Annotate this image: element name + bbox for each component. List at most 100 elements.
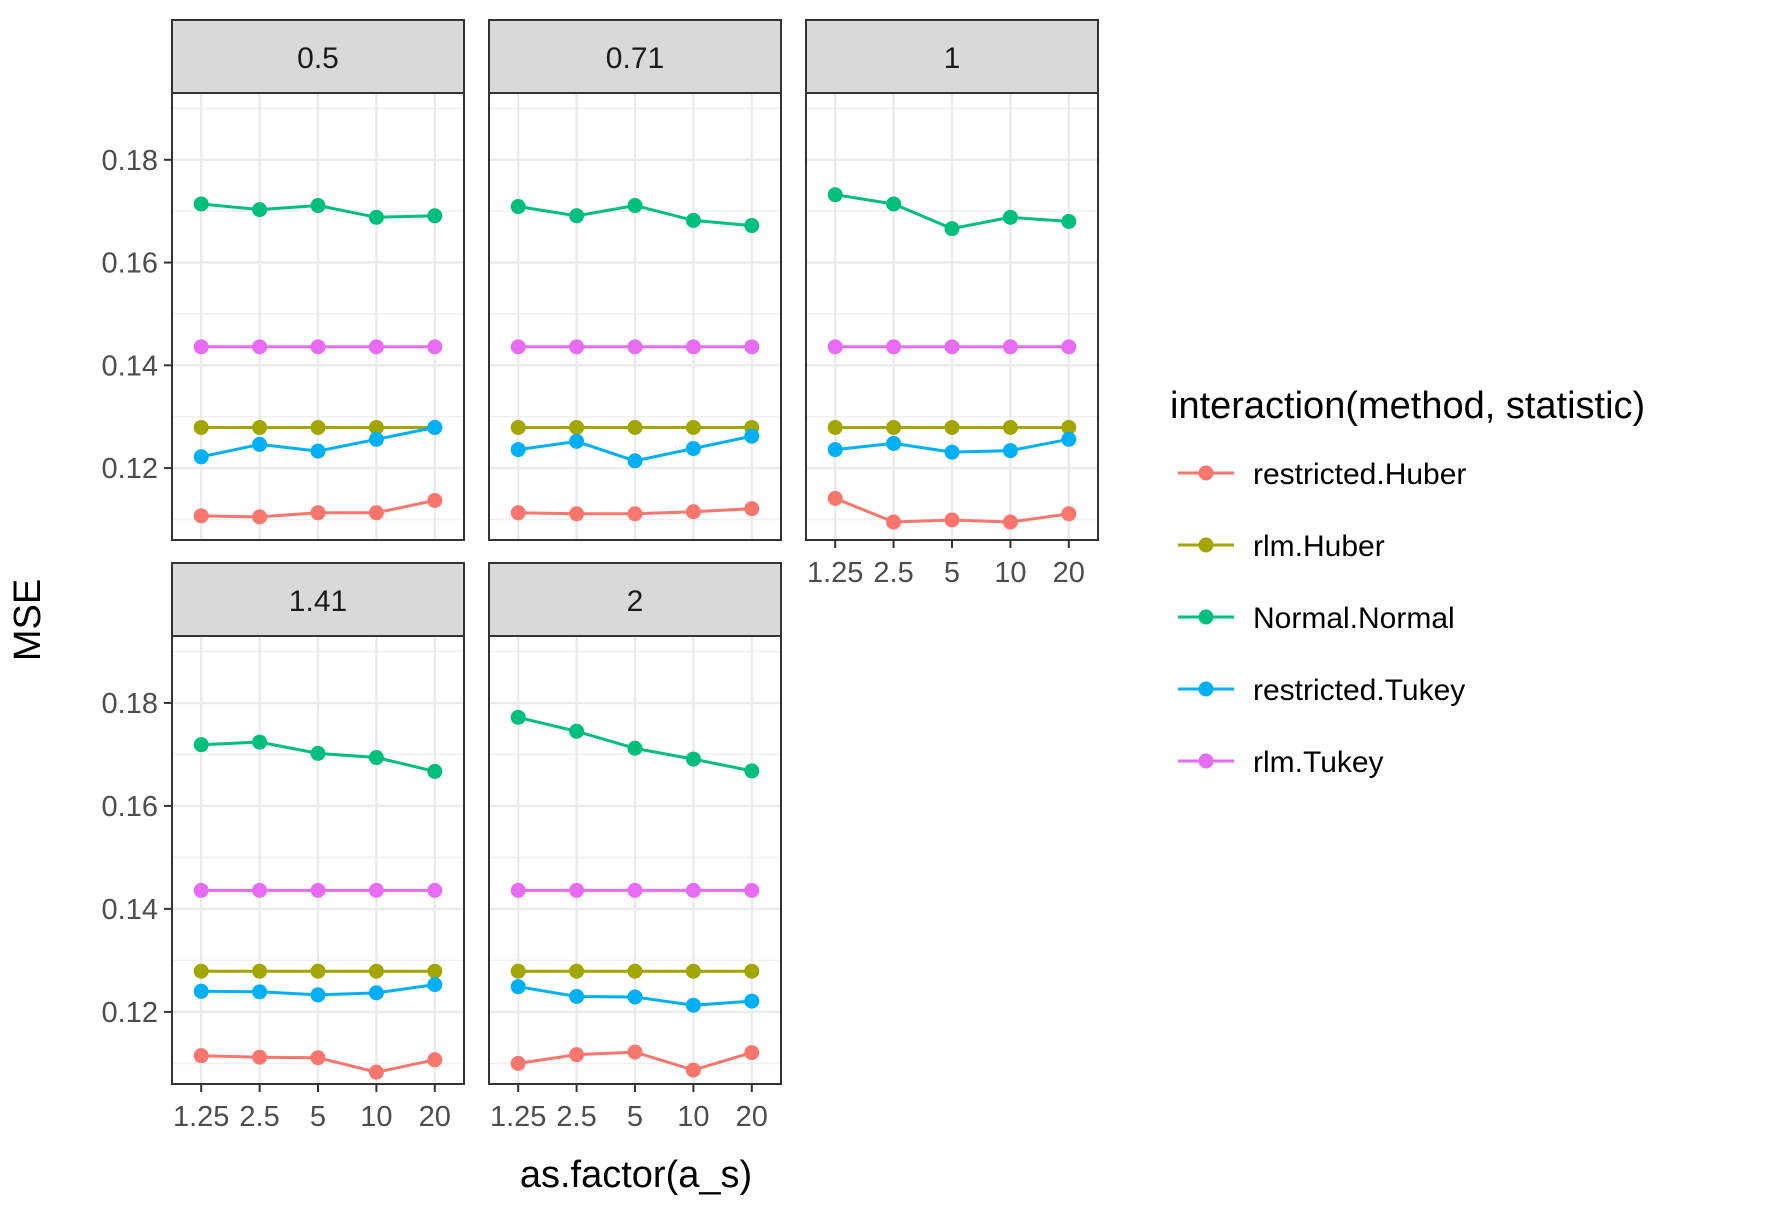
data-point-rlm.Tukey [627,339,643,355]
data-point-rlm.Tukey [310,339,326,355]
data-point-rlm.Tukey [685,882,701,898]
data-point-restricted.Huber [627,1044,643,1060]
data-point-restricted.Tukey [193,449,209,465]
x-tick-label: 20 [736,1101,768,1133]
x-tick-label: 1.25 [173,1101,229,1133]
data-point-Normal.Normal [193,737,209,753]
data-point-restricted.Tukey [685,997,701,1013]
legend-entry-label: rlm.Huber [1253,530,1385,563]
data-point-restricted.Huber [944,512,960,528]
data-point-restricted.Huber [427,1052,443,1068]
data-point-restricted.Huber [510,505,526,521]
data-point-rlm.Huber [310,419,326,435]
legend-entry-label: restricted.Huber [1253,458,1466,491]
data-point-Normal.Normal [569,208,585,224]
data-point-restricted.Tukey [744,428,760,444]
data-point-restricted.Huber [368,505,384,521]
facet-strip [171,19,465,94]
data-point-Normal.Normal [1061,213,1077,229]
data-point-restricted.Tukey [685,441,701,457]
y-tick-label: 0.18 [102,688,158,720]
data-point-restricted.Huber [252,1049,268,1065]
legend-entry-restricted.Tukey: restricted.Tukey [1178,674,1465,707]
panels: 0.50.120.140.160.180.71 11.25 2.5 5 10 201.41… [102,19,1099,1133]
data-point-rlm.Huber [886,419,902,435]
data-point-rlm.Huber [510,419,526,435]
data-point-restricted.Huber [193,1048,209,1064]
x-tick-label: 1.25 [490,1101,546,1133]
data-point-restricted.Huber [510,1055,526,1071]
x-tick-label: 2.5 [239,1101,279,1133]
data-point-rlm.Tukey [510,882,526,898]
data-point-rlm.Huber [744,963,760,979]
data-point-rlm.Huber [510,963,526,979]
facet-strip [171,562,465,637]
legend-entry-label: rlm.Tukey [1253,746,1384,779]
data-point-Normal.Normal [886,196,902,212]
data-point-rlm.Tukey [252,339,268,355]
data-point-Normal.Normal [685,751,701,767]
data-point-Normal.Normal [627,198,643,214]
facet-panel-1: 1 1.25 2.5 5 10 20 [805,19,1099,589]
data-point-rlm.Tukey [252,882,268,898]
data-point-Normal.Normal [310,745,326,761]
data-point-Normal.Normal [685,212,701,228]
data-point-Normal.Normal [252,202,268,218]
data-point-Normal.Normal [627,740,643,756]
facet-strip [805,19,1099,94]
data-point-rlm.Tukey [1061,339,1077,355]
data-point-rlm.Huber [427,963,443,979]
data-point-Normal.Normal [827,187,843,203]
data-point-rlm.Huber [685,419,701,435]
legend-key-point [1198,681,1214,697]
y-tick-label: 0.14 [102,350,158,382]
data-point-restricted.Tukey [193,983,209,999]
x-tick-label: 2.5 [556,1101,596,1133]
data-point-restricted.Tukey [510,979,526,995]
x-tick-label: 5 [627,1101,643,1133]
data-point-rlm.Tukey [827,339,843,355]
facet-panel-2: 2 1.25 2.5 5 10 20 [488,562,782,1133]
data-point-Normal.Normal [252,734,268,750]
data-point-restricted.Huber [685,1062,701,1078]
facet-strip-label: 0.5 [297,42,339,75]
data-point-restricted.Tukey [1002,443,1018,459]
data-point-Normal.Normal [1002,209,1018,225]
data-point-restricted.Tukey [368,985,384,1001]
panel-border [488,92,782,541]
data-point-restricted.Huber [744,501,760,517]
data-point-Normal.Normal [193,196,209,212]
data-point-restricted.Huber [252,509,268,525]
legend-entry-restricted.Huber: restricted.Huber [1178,458,1466,491]
legend-key-point [1198,609,1214,625]
data-point-rlm.Tukey [193,339,209,355]
data-point-Normal.Normal [510,709,526,725]
data-point-Normal.Normal [427,208,443,224]
x-tick-label: 10 [677,1101,709,1133]
data-point-rlm.Huber [310,963,326,979]
facet-strip [488,19,782,94]
data-point-restricted.Huber [310,1050,326,1066]
legend-entry-Normal.Normal: Normal.Normal [1178,602,1455,635]
data-point-rlm.Huber [827,419,843,435]
data-point-restricted.Huber [744,1045,760,1061]
data-point-Normal.Normal [368,209,384,225]
data-point-rlm.Huber [193,419,209,435]
x-tick-label: 10 [994,557,1026,589]
data-point-restricted.Tukey [944,444,960,460]
data-point-rlm.Tukey [569,882,585,898]
data-point-restricted.Huber [1061,506,1077,522]
data-point-rlm.Huber [368,963,384,979]
data-point-restricted.Huber [627,506,643,522]
data-point-rlm.Huber [193,963,209,979]
legend-title: interaction(method, statistic) [1170,385,1645,427]
legend-entry-label: Normal.Normal [1253,602,1455,635]
legend-key-point [1198,753,1214,769]
data-point-Normal.Normal [744,218,760,234]
data-point-restricted.Huber [827,490,843,506]
data-point-rlm.Tukey [886,339,902,355]
data-point-Normal.Normal [944,221,960,237]
data-point-restricted.Tukey [744,993,760,1009]
